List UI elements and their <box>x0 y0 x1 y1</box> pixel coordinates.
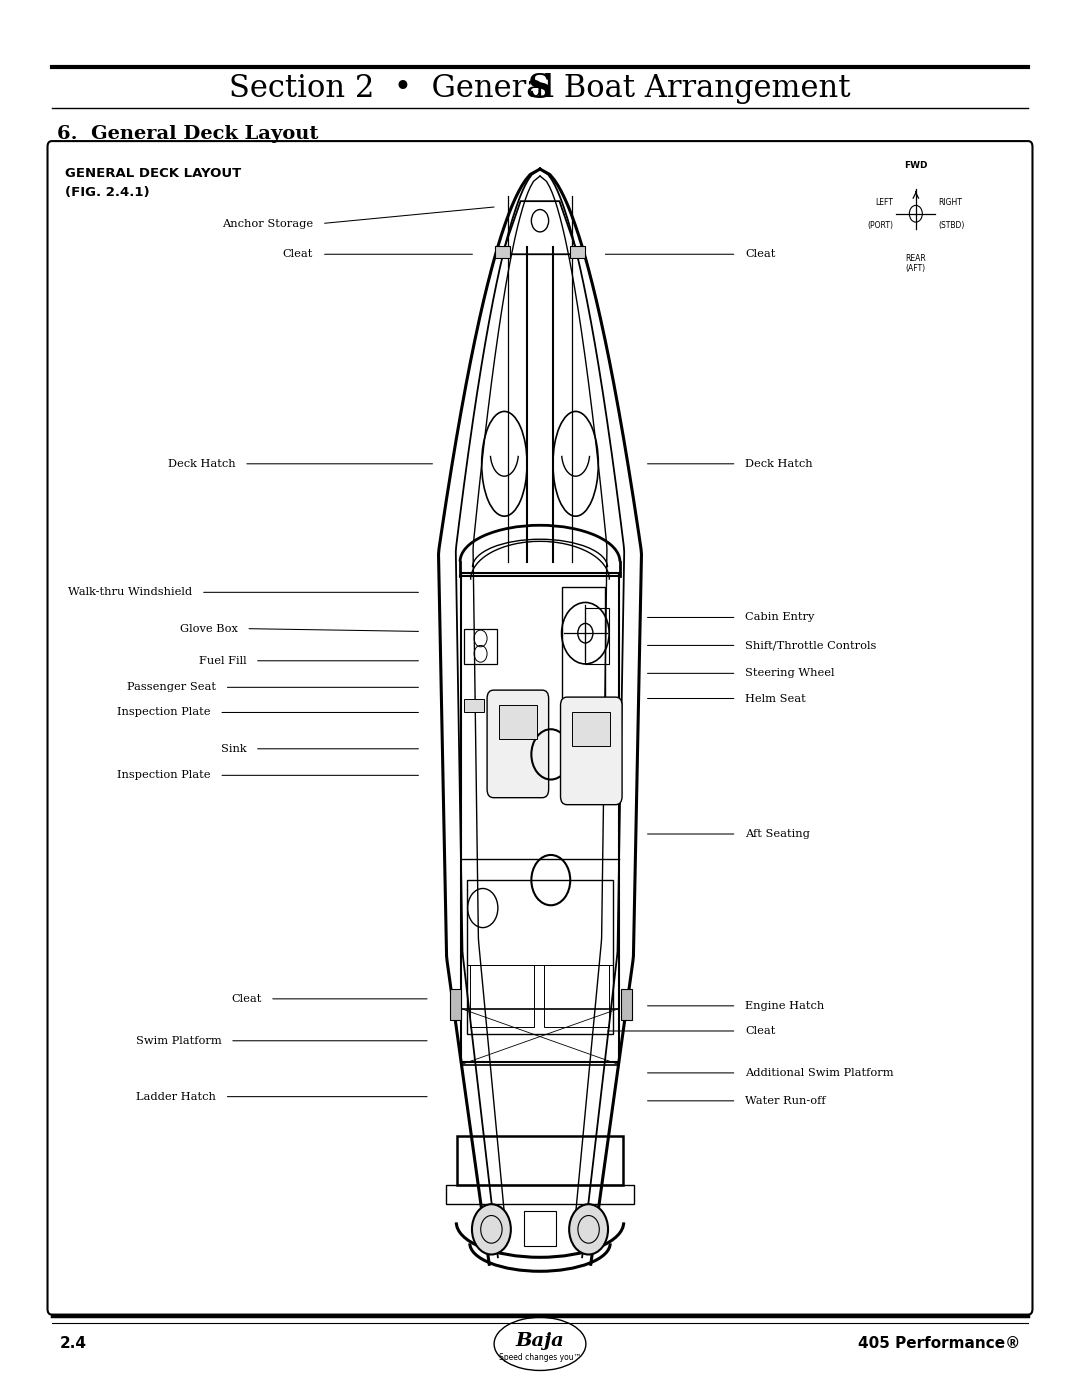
Text: Sink: Sink <box>220 743 246 754</box>
Text: (FIG. 2.4.1): (FIG. 2.4.1) <box>65 186 149 200</box>
Text: Cleat: Cleat <box>283 249 313 260</box>
Text: FWD: FWD <box>904 162 928 170</box>
FancyBboxPatch shape <box>487 690 549 798</box>
Bar <box>524 1211 556 1246</box>
Text: Section 2  •  General Boat Arrangement: Section 2 • General Boat Arrangement <box>229 73 851 103</box>
Circle shape <box>569 1204 608 1255</box>
Text: LEFT: LEFT <box>875 198 893 207</box>
Text: S: S <box>528 71 552 105</box>
Text: Additional Swim Platform: Additional Swim Platform <box>745 1067 894 1078</box>
Bar <box>461 573 619 1062</box>
Text: REAR
(AFT): REAR (AFT) <box>905 254 927 274</box>
Bar <box>621 989 632 1020</box>
Text: Aft Seating: Aft Seating <box>745 828 810 840</box>
Text: Speed changes you™: Speed changes you™ <box>499 1354 581 1362</box>
Bar <box>446 1185 634 1204</box>
FancyBboxPatch shape <box>561 697 622 805</box>
Text: Swim Platform: Swim Platform <box>136 1035 221 1046</box>
Bar <box>450 989 461 1020</box>
Text: Steering Wheel: Steering Wheel <box>745 668 835 679</box>
Text: Cabin Entry: Cabin Entry <box>745 612 814 623</box>
Text: Inspection Plate: Inspection Plate <box>117 707 211 718</box>
Text: Baja: Baja <box>515 1333 565 1350</box>
Text: (PORT): (PORT) <box>867 221 893 229</box>
Text: Inspection Plate: Inspection Plate <box>117 770 211 781</box>
Bar <box>572 712 610 746</box>
Bar <box>495 246 510 258</box>
Text: Ladder Hatch: Ladder Hatch <box>136 1091 216 1102</box>
Bar <box>470 965 535 1027</box>
Text: Fuel Fill: Fuel Fill <box>199 655 246 666</box>
Text: Anchor Storage: Anchor Storage <box>222 218 313 229</box>
Bar <box>562 587 605 719</box>
Bar <box>467 880 613 1034</box>
Bar <box>499 705 537 739</box>
Text: (STBD): (STBD) <box>939 221 964 229</box>
Text: Water Run-off: Water Run-off <box>745 1095 826 1106</box>
Text: Deck Hatch: Deck Hatch <box>167 458 235 469</box>
Text: GENERAL DECK LAYOUT: GENERAL DECK LAYOUT <box>65 166 241 180</box>
Text: Helm Seat: Helm Seat <box>745 693 806 704</box>
Text: Cleat: Cleat <box>231 993 261 1004</box>
Text: Deck Hatch: Deck Hatch <box>745 458 813 469</box>
Text: RIGHT: RIGHT <box>939 198 962 207</box>
Text: Walk-thru Windshield: Walk-thru Windshield <box>68 587 192 598</box>
Text: Glove Box: Glove Box <box>179 623 238 634</box>
Bar <box>464 629 497 664</box>
Text: Engine Hatch: Engine Hatch <box>745 1000 824 1011</box>
Bar <box>461 1009 619 1065</box>
Bar <box>544 965 609 1027</box>
Text: Cleat: Cleat <box>745 249 775 260</box>
Circle shape <box>472 1204 511 1255</box>
Text: 2.4: 2.4 <box>59 1337 86 1351</box>
Text: 405 Performance®: 405 Performance® <box>859 1337 1021 1351</box>
Bar <box>570 246 585 258</box>
FancyBboxPatch shape <box>48 141 1032 1315</box>
Text: Shift/Throttle Controls: Shift/Throttle Controls <box>745 640 877 651</box>
Bar <box>585 608 609 664</box>
Bar <box>464 698 484 712</box>
Bar <box>457 1136 623 1185</box>
Text: Cleat: Cleat <box>745 1025 775 1037</box>
Text: 6.  General Deck Layout: 6. General Deck Layout <box>57 126 319 142</box>
Text: Passenger Seat: Passenger Seat <box>127 682 216 693</box>
